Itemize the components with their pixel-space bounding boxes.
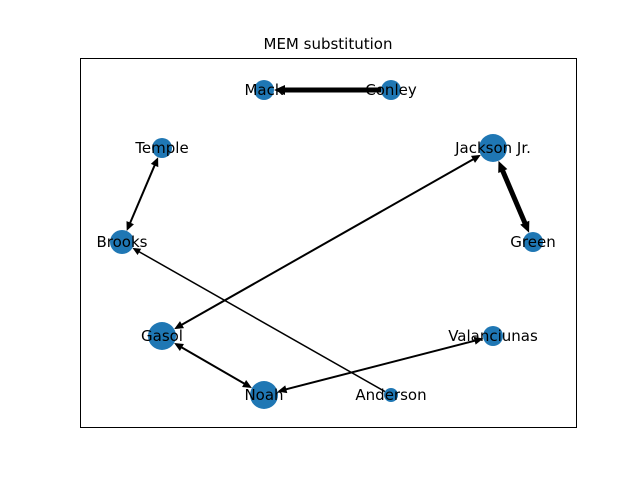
node-mack bbox=[254, 80, 274, 100]
node-label-valanciunas: Valanciunas bbox=[448, 327, 538, 345]
node-gasol bbox=[148, 322, 176, 350]
node-label-mack: Mack bbox=[244, 81, 283, 99]
edge-arrowhead bbox=[277, 385, 288, 394]
graph-title: MEM substitution bbox=[264, 35, 393, 53]
edge-line bbox=[137, 250, 386, 393]
node-label-gasol: Gasol bbox=[141, 327, 183, 345]
edge-arrowhead bbox=[126, 221, 134, 231]
edge-arrowhead bbox=[473, 336, 484, 345]
edge-temple-brooks bbox=[126, 157, 159, 231]
node-label-conley: Conley bbox=[365, 81, 417, 99]
edge-arrowhead bbox=[174, 343, 184, 352]
edge-arrowhead bbox=[150, 157, 159, 168]
node-conley bbox=[381, 80, 401, 100]
edge-arrowhead bbox=[274, 85, 285, 95]
node-label-anderson: Anderson bbox=[355, 386, 426, 404]
plot-frame bbox=[80, 58, 577, 428]
node-brooks bbox=[110, 230, 134, 254]
node-temple bbox=[152, 138, 172, 158]
node-valanciunas bbox=[483, 326, 503, 346]
edge-arrowhead bbox=[174, 321, 184, 330]
edge-arrowhead bbox=[520, 220, 530, 233]
edge-line bbox=[128, 163, 157, 225]
edge-line bbox=[179, 345, 247, 386]
node-green bbox=[523, 232, 543, 252]
edge-arrowhead bbox=[132, 247, 142, 256]
edge-noah-valanciunas bbox=[277, 336, 484, 394]
edge-arrowhead bbox=[498, 160, 508, 173]
node-label-temple: Temple bbox=[134, 139, 188, 157]
edges-layer bbox=[126, 85, 530, 394]
node-label-brooks: Brooks bbox=[97, 233, 148, 251]
edge-gasol-jackson bbox=[174, 154, 481, 330]
edge-line bbox=[499, 168, 528, 226]
nodes-layer bbox=[110, 80, 543, 409]
node-noah bbox=[250, 381, 278, 409]
edge-line bbox=[284, 339, 477, 391]
edge-conley-mack bbox=[274, 85, 381, 95]
labels-layer: Mack Conley Temple Jackson Jr. Brooks Green Ga… bbox=[97, 81, 556, 404]
edge-gasol-noah bbox=[174, 343, 252, 388]
edge-anderson-brooks bbox=[132, 247, 386, 393]
edge-arrowhead bbox=[471, 154, 481, 163]
edge-arrowhead bbox=[242, 379, 252, 388]
node-label-green: Green bbox=[510, 233, 555, 251]
edge-line bbox=[179, 157, 476, 327]
node-label-jackson: Jackson Jr. bbox=[454, 139, 531, 157]
edge-jackson-green bbox=[498, 160, 530, 233]
node-anderson bbox=[384, 388, 398, 402]
node-label-noah: Noah bbox=[244, 386, 283, 404]
node-jackson bbox=[479, 134, 507, 162]
